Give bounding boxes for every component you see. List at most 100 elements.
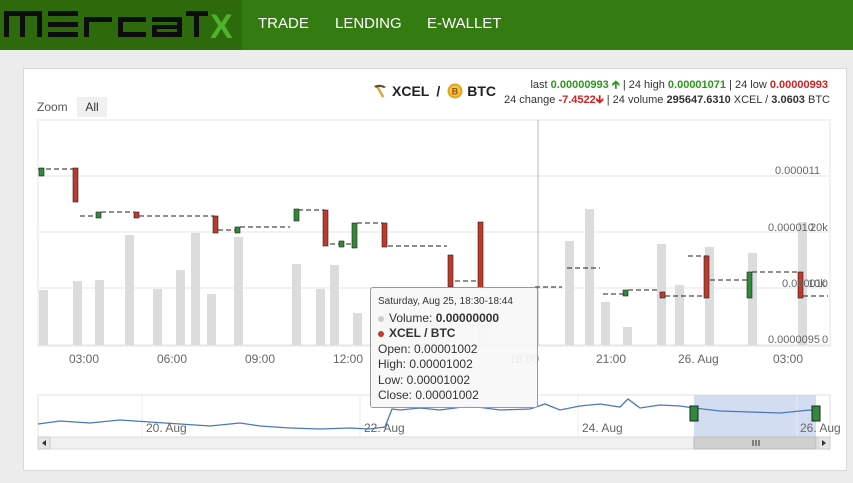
down-arrow-icon: 🡳 bbox=[595, 94, 604, 106]
volume-bar bbox=[292, 264, 301, 345]
left-arrow-glyph bbox=[42, 440, 46, 446]
volume-bar bbox=[353, 313, 362, 345]
navigator-label: 24. Aug bbox=[582, 421, 623, 435]
zoom-label: Zoom bbox=[37, 100, 68, 114]
pair-quote: BTC bbox=[467, 83, 497, 99]
y-volume-label: 20k bbox=[810, 222, 828, 234]
change-value: -7.4522 bbox=[558, 94, 596, 106]
volume-bar bbox=[316, 289, 325, 345]
tooltip-header: Saturday, Aug 25, 18:30-18:44 bbox=[378, 296, 513, 307]
x-axis-label: 21:00 bbox=[596, 352, 626, 366]
navigator-selection bbox=[694, 395, 816, 437]
navigator-handle-right bbox=[811, 405, 821, 422]
x-axis-label: 06:00 bbox=[157, 352, 187, 366]
nav-lending[interactable]: LENDING bbox=[335, 15, 402, 32]
stats-row-1: last 0.00000993 🡱 | 24 high 0.00001071 |… bbox=[530, 76, 828, 95]
volume-bar bbox=[330, 265, 339, 345]
volume-bar bbox=[585, 209, 594, 345]
tooltip-close: Close: 0.00001002 bbox=[378, 388, 479, 402]
top-navbar: X TRADE LENDING E-WALLET bbox=[0, 0, 853, 50]
x-axis-label: 03:00 bbox=[69, 352, 99, 366]
candle-down bbox=[447, 254, 454, 288]
y-axis-label: 0.000010 bbox=[782, 278, 828, 290]
tooltip-volume-label: Volume: bbox=[389, 310, 433, 325]
up-arrow-icon: 🡱 bbox=[611, 79, 620, 91]
navigator-label: 26. Aug bbox=[800, 421, 841, 435]
candle-up bbox=[38, 167, 45, 177]
navigator-label: 22. Aug bbox=[364, 421, 405, 435]
volume-btc: 3.0603 bbox=[771, 94, 805, 106]
navigator-label: 20. Aug bbox=[146, 421, 187, 435]
volume-bar bbox=[176, 270, 185, 345]
tooltip-series-row: XCEL / BTC bbox=[378, 326, 530, 342]
nav-trade[interactable]: TRADE bbox=[258, 15, 309, 32]
volume-bar bbox=[601, 302, 610, 345]
volume-bar bbox=[73, 281, 82, 345]
y-volume-label: 0 bbox=[822, 334, 828, 346]
navigator-handle-left bbox=[689, 405, 699, 422]
y-axis-label: 0.000011 bbox=[775, 165, 820, 177]
volume-dot-icon bbox=[378, 315, 384, 322]
right-arrow-glyph bbox=[822, 440, 826, 446]
candle-down bbox=[322, 209, 329, 247]
logo-container[interactable]: X bbox=[0, 0, 242, 50]
last-label: last bbox=[530, 79, 548, 91]
volume-bar bbox=[191, 233, 200, 345]
candle-up bbox=[746, 271, 753, 299]
volume-bar bbox=[95, 280, 104, 345]
candle-up bbox=[234, 226, 241, 234]
volume-unit: XCEL / bbox=[733, 94, 772, 106]
low-value: 0.00000993 bbox=[769, 79, 828, 91]
tooltip-volume-value: 0.00000000 bbox=[435, 310, 500, 325]
svg-text:B: B bbox=[452, 87, 459, 97]
candle-down bbox=[797, 271, 804, 299]
y-axis-label: 0.000010 bbox=[768, 222, 814, 234]
x-axis-label: 12:00 bbox=[333, 352, 363, 366]
pair-title: XCEL / B BTC bbox=[372, 83, 496, 99]
low-label: | 24 low bbox=[729, 79, 767, 91]
volume-bar bbox=[125, 235, 134, 345]
volume-bar bbox=[39, 290, 48, 345]
x-axis-label: 03:00 bbox=[773, 352, 803, 366]
volume-bar bbox=[748, 253, 757, 345]
svg-text:X: X bbox=[210, 8, 232, 41]
volume-bar bbox=[565, 241, 574, 345]
x-axis-label: 09:00 bbox=[245, 352, 275, 366]
pair-sep: / bbox=[436, 83, 441, 99]
chart-tooltip: Saturday, Aug 25, 18:30-18:44 Volume: 0.… bbox=[370, 287, 538, 408]
x-axis-label: 26. Aug bbox=[678, 352, 719, 366]
tooltip-low: Low: 0.00001002 bbox=[378, 372, 471, 387]
tooltip-series: XCEL / BTC bbox=[389, 326, 456, 340]
candle-up bbox=[622, 289, 629, 297]
volume-label: | 24 volume bbox=[606, 94, 664, 106]
change-label: 24 change bbox=[504, 94, 556, 106]
volume-bar bbox=[705, 247, 714, 345]
tooltip-high: High: 0.00001002 bbox=[378, 357, 473, 371]
candle-down bbox=[72, 167, 79, 203]
candle-down bbox=[133, 211, 140, 219]
candle-up bbox=[293, 208, 300, 222]
last-value: 0.00000993 bbox=[550, 79, 609, 91]
scrollbar-thumb[interactable] bbox=[693, 436, 817, 450]
volume-bar bbox=[153, 289, 162, 345]
nav-ewallet[interactable]: E-WALLET bbox=[427, 15, 502, 32]
candle-up bbox=[95, 211, 102, 219]
volume-bar bbox=[207, 294, 216, 345]
candle-down bbox=[381, 222, 388, 248]
volume-bar bbox=[234, 237, 243, 345]
candle-down bbox=[659, 291, 666, 299]
volume-bar bbox=[623, 327, 632, 345]
high-label: | 24 high bbox=[622, 79, 665, 91]
pickaxe-icon bbox=[374, 84, 386, 98]
volume-value: 295647.6310 bbox=[666, 94, 731, 106]
candle-up bbox=[351, 222, 358, 249]
zoom-all-button[interactable]: All bbox=[77, 97, 107, 117]
series-dot-icon bbox=[378, 331, 384, 337]
candle-down bbox=[703, 255, 710, 299]
volume-bar bbox=[675, 285, 684, 345]
candle-down bbox=[477, 221, 484, 289]
tooltip-open: Open: 0.00001002 bbox=[378, 341, 478, 356]
navigator-series bbox=[37, 398, 819, 430]
pair-base: XCEL bbox=[392, 83, 430, 99]
